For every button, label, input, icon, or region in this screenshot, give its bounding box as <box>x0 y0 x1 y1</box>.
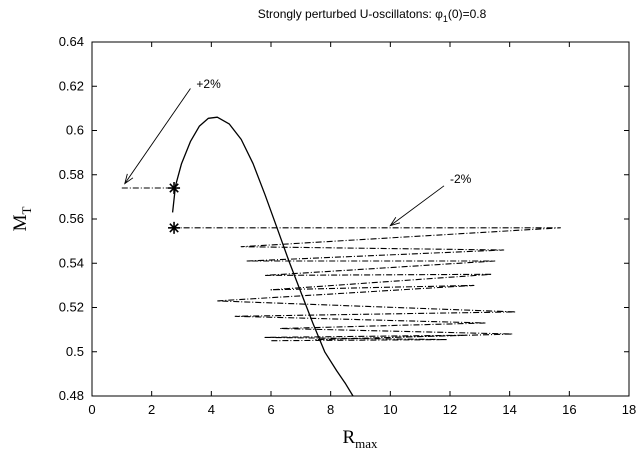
x-tick-label: 10 <box>383 402 397 417</box>
annotation-arrowhead <box>124 173 134 185</box>
annotation-arrowhead <box>389 217 401 227</box>
x-tick-label: 4 <box>208 402 215 417</box>
x-axis-label-sub: max <box>355 436 378 451</box>
series-line-3 <box>172 227 561 342</box>
x-tick-label: 0 <box>88 402 95 417</box>
y-axis-label: MT <box>10 207 34 232</box>
x-tick-label: 14 <box>502 402 516 417</box>
y-tick-label: 0.5 <box>66 344 84 359</box>
marker-layer <box>168 182 181 234</box>
annotation-label: +2% <box>196 77 221 91</box>
annotation-layer: +2% -2% <box>124 77 472 227</box>
x-axis-label-main: R <box>342 427 355 448</box>
series-line-1 <box>171 116 354 397</box>
series-layer <box>121 116 561 397</box>
chart-title-phi: φ <box>435 7 443 21</box>
annotation-label: -2% <box>450 172 472 186</box>
y-tick-label: 0.62 <box>59 78 84 93</box>
y-tick-label: 0.6 <box>66 123 84 138</box>
axis-ticks: 0 2 4 6 8 10 12 14 16 18 0.48 0.5 0.52 0.54 0.56 0.58 0.… <box>59 34 636 417</box>
annotation-arrow <box>124 88 191 184</box>
chart-title: Strongly perturbed U-oscillatons: φ1(0)=… <box>258 7 487 24</box>
y-tick-label: 0.54 <box>59 255 84 270</box>
star-marker <box>168 221 181 234</box>
plot-frame <box>91 41 630 397</box>
x-tick-label: 12 <box>443 402 457 417</box>
y-axis-label-main: M <box>10 214 31 231</box>
y-tick-label: 0.58 <box>59 167 84 182</box>
star-marker <box>168 182 181 195</box>
y-tick-label: 0.56 <box>59 211 84 226</box>
y-tick-label: 0.52 <box>59 300 84 315</box>
chart-title-sub: 1 <box>443 14 448 24</box>
x-axis-label: Rmax <box>342 427 378 451</box>
x-tick-label: 6 <box>267 402 274 417</box>
x-tick-label: 8 <box>327 402 334 417</box>
annotation-arrow <box>390 185 445 226</box>
x-tick-label: 16 <box>562 402 576 417</box>
chart-title-rest: (0)=0.8 <box>448 7 487 21</box>
y-axis-label-sub: T <box>19 207 34 215</box>
y-tick-label: 0.48 <box>59 388 84 403</box>
y-tick-label: 0.64 <box>59 34 84 49</box>
chart-title-main: Strongly perturbed U-oscillatons: <box>258 7 435 21</box>
x-tick-label: 2 <box>148 402 155 417</box>
x-tick-label: 18 <box>622 402 636 417</box>
